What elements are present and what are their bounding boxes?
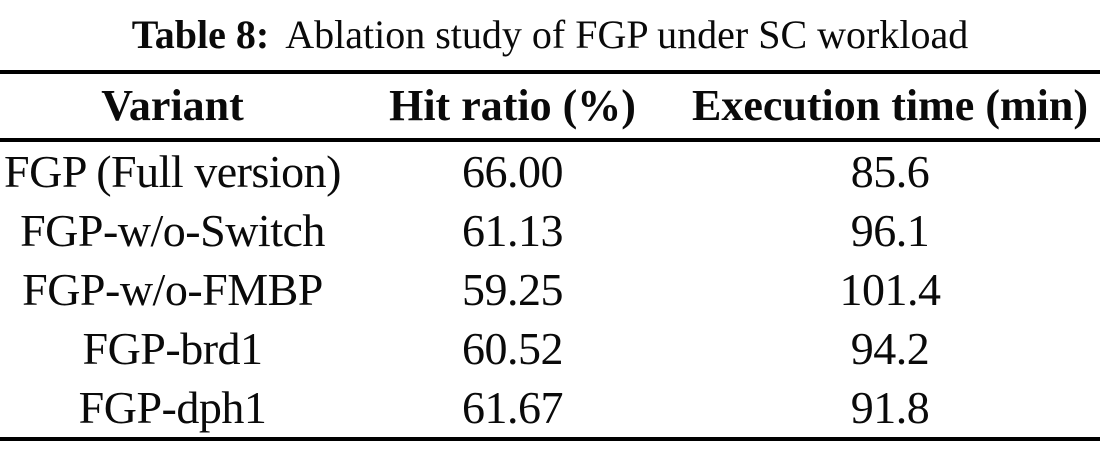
cell-variant: FGP-w/o-FMBP: [22, 263, 323, 315]
column-header-execution-time: Execution time (min): [680, 72, 1100, 142]
cell-hit-ratio: 59.25: [462, 263, 564, 315]
cell-hit-ratio: 66.00: [462, 145, 564, 197]
table-caption-label: Table 8:: [131, 12, 270, 57]
table-header: Variant Hit ratio (%) Execution time (mi…: [0, 72, 1100, 142]
cell-variant: FGP-brd1: [82, 322, 263, 374]
cell-variant: FGP (Full version): [4, 145, 341, 197]
header-row: Variant Hit ratio (%) Execution time (mi…: [0, 72, 1100, 142]
cell-execution-time: 94.2: [850, 322, 930, 374]
cell-variant: FGP-w/o-Switch: [20, 204, 325, 256]
cell-execution-time: 101.4: [839, 263, 942, 315]
cell-hit-ratio: 61.67: [462, 381, 564, 433]
table-row: FGP-w/o-FMBP 59.25 101.4: [0, 260, 1100, 319]
table-row: FGP-brd1 60.52 94.2: [0, 319, 1100, 378]
cell-execution-time: 96.1: [850, 204, 930, 256]
ablation-table: Variant Hit ratio (%) Execution time (mi…: [0, 70, 1100, 441]
table-row: FGP (Full version) 66.00 85.6: [0, 140, 1100, 201]
cell-execution-time: 91.8: [850, 381, 930, 433]
column-header-variant: Variant: [0, 72, 345, 142]
table-body: FGP (Full version) 66.00 85.6 FGP-w/o-Sw…: [0, 140, 1100, 439]
table-caption-text: Ablation study of FGP under SC workload: [285, 12, 969, 57]
cell-hit-ratio: 61.13: [462, 204, 564, 256]
cell-execution-time: 85.6: [850, 145, 930, 197]
table-row: FGP-dph1 61.67 91.8: [0, 378, 1100, 439]
cell-variant: FGP-dph1: [78, 381, 267, 433]
table-row: FGP-w/o-Switch 61.13 96.1: [0, 201, 1100, 260]
cell-hit-ratio: 60.52: [462, 322, 564, 374]
column-header-hit-ratio: Hit ratio (%): [345, 72, 680, 142]
table-caption: Table 8: Ablation study of FGP under SC …: [0, 0, 1100, 70]
